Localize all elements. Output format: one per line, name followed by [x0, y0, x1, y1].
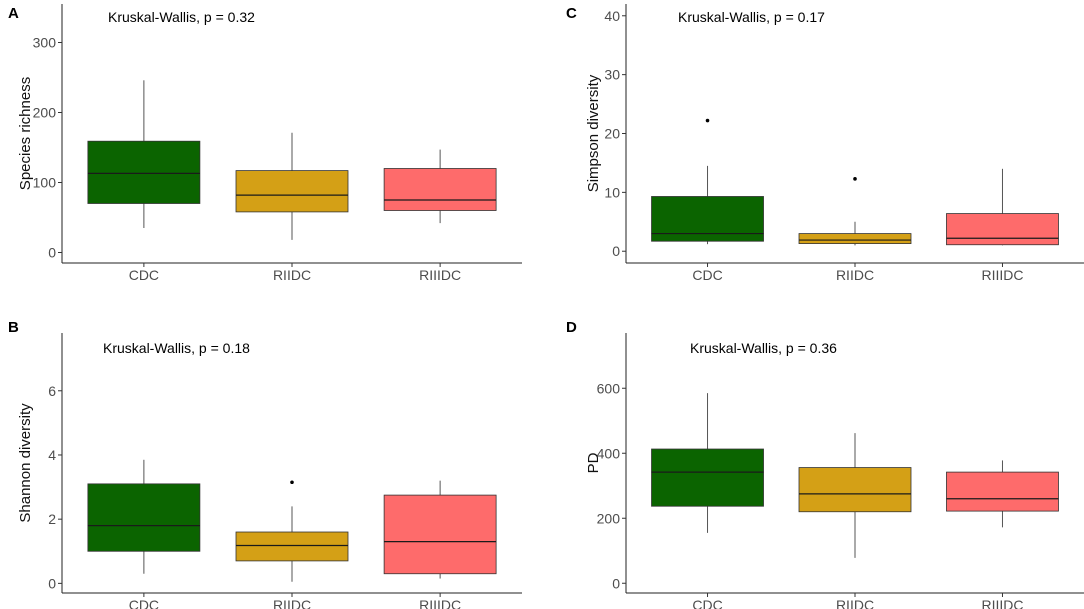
- outlier-point: [705, 118, 710, 123]
- y-tick-label: 30: [604, 67, 620, 83]
- x-tick-label: CDC: [692, 267, 722, 283]
- x-tick-label: RIIIDC: [419, 597, 461, 609]
- y-axis-title: Simpson diversity: [585, 74, 602, 192]
- y-axis-title: Species richness: [17, 77, 34, 190]
- y-tick-label: 300: [33, 35, 57, 51]
- panel-label: D: [566, 319, 577, 336]
- panel-label: A: [8, 5, 19, 22]
- y-tick-label: 200: [33, 105, 57, 121]
- outlier-point: [853, 177, 857, 181]
- box-riidc: [235, 531, 349, 562]
- kruskal-wallis-annotation: Kruskal-Wallis, p = 0.17: [678, 9, 825, 25]
- x-tick-label: CDC: [129, 597, 159, 609]
- x-tick-label: CDC: [692, 597, 722, 609]
- panel-label: C: [566, 5, 577, 22]
- kruskal-wallis-annotation: Kruskal-Wallis, p = 0.32: [108, 9, 255, 25]
- kruskal-wallis-annotation: Kruskal-Wallis, p = 0.36: [690, 340, 837, 356]
- panel-a: 0 100 200 300 Species richness A Kruskal-Walli…: [8, 4, 522, 283]
- y-tick-label: 0: [612, 243, 620, 259]
- kruskal-wallis-annotation: Kruskal-Wallis, p = 0.18: [103, 340, 250, 356]
- y-tick-label: 100: [33, 175, 57, 191]
- panel-c: 0 10 20 30 40 Simpson diversity C Kruskal-Walli…: [566, 4, 1084, 283]
- x-tick-label: RIIIDC: [981, 267, 1023, 283]
- y-tick-label: 400: [597, 445, 621, 461]
- x-tick-label: RIIIDC: [981, 597, 1023, 609]
- box-cdc: [651, 448, 764, 507]
- y-tick-label: 0: [48, 575, 56, 591]
- x-tick-label: RIIIDC: [419, 267, 461, 283]
- panel-d: 0 200 400 600 PD D Kruskal-Wallis, p = 0.36 CDC…: [566, 319, 1084, 609]
- y-axis-title: Shannon diversity: [17, 403, 34, 523]
- y-tick-label: 10: [604, 184, 620, 200]
- y-tick-label: 200: [597, 510, 621, 526]
- box-riiidc: [383, 168, 497, 211]
- box-riidc: [798, 233, 912, 244]
- x-tick-label: RIIDC: [273, 267, 311, 283]
- outlier-point: [290, 480, 294, 485]
- y-axis-title: PD: [585, 452, 602, 473]
- y-tick-label: 20: [604, 126, 620, 142]
- y-tick-label: 2: [48, 511, 56, 527]
- x-tick-label: RIIDC: [273, 597, 311, 609]
- x-tick-label: RIIDC: [836, 267, 874, 283]
- panel-b: 0 2 4 6 Shannon diversity B Kruskal-Wallis, p …: [8, 319, 522, 609]
- box-riiidc: [946, 471, 1059, 512]
- y-tick-label: 4: [48, 447, 56, 463]
- y-tick-label: 600: [597, 380, 621, 396]
- x-tick-label: RIIDC: [836, 597, 874, 609]
- box-riiidc: [383, 494, 497, 575]
- box-riiidc: [946, 213, 1059, 246]
- y-tick-label: 0: [48, 245, 56, 261]
- y-tick-label: 40: [604, 8, 620, 24]
- y-tick-label: 6: [48, 383, 56, 399]
- y-tick-label: 0: [612, 575, 620, 591]
- x-tick-label: CDC: [129, 267, 159, 283]
- box-riidc: [235, 170, 349, 213]
- box-cdc: [651, 196, 764, 242]
- box-riidc: [798, 467, 912, 513]
- box-cdc: [87, 140, 201, 204]
- box-cdc: [87, 483, 201, 552]
- panel-label: B: [8, 319, 19, 336]
